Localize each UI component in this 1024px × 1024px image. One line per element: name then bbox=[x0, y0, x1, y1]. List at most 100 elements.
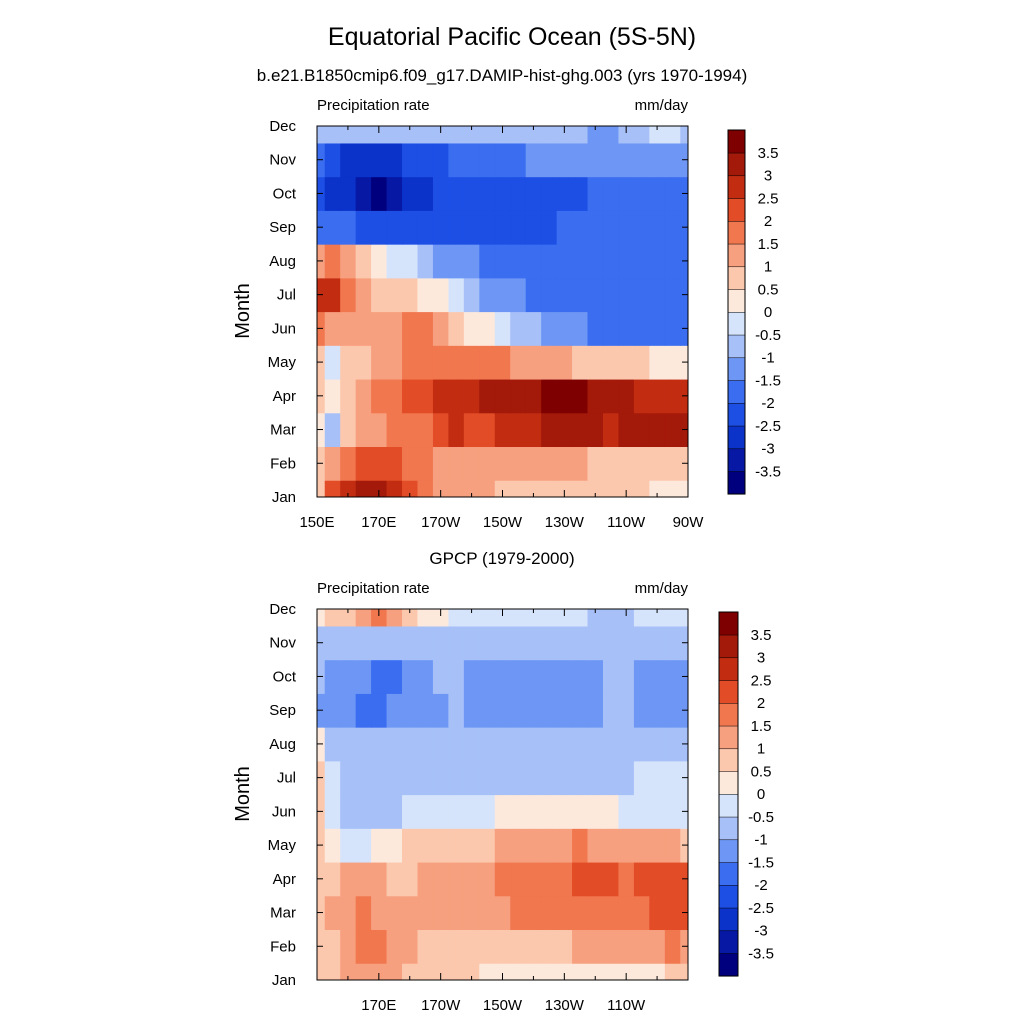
heatmap-cell bbox=[541, 929, 558, 964]
heatmap-cell bbox=[448, 963, 465, 980]
heatmap-cell bbox=[371, 828, 388, 863]
colorbar-label: 1 bbox=[757, 741, 765, 758]
heatmap-cell bbox=[402, 861, 419, 897]
heatmap-cell bbox=[448, 446, 465, 481]
heatmap-cell bbox=[494, 895, 511, 931]
heatmap-cell bbox=[649, 176, 666, 211]
colorbar-box bbox=[718, 816, 739, 841]
heatmap-cell bbox=[618, 609, 635, 627]
colorbar-label: 2.5 bbox=[751, 672, 772, 689]
heatmap-cell bbox=[664, 244, 681, 279]
heatmap-cell bbox=[525, 929, 542, 964]
heatmap-cell bbox=[649, 277, 666, 313]
heatmap-cell bbox=[371, 126, 388, 144]
heatmap-cell bbox=[448, 727, 465, 762]
heatmap-cell bbox=[463, 861, 480, 897]
heatmap-cell bbox=[479, 609, 496, 627]
heatmap-cell bbox=[448, 244, 465, 279]
x-tick-label: 170W bbox=[421, 514, 461, 531]
heatmap-cell bbox=[541, 609, 558, 627]
heatmap-cell bbox=[649, 446, 666, 481]
heatmap-cell bbox=[664, 142, 681, 178]
heatmap-cell bbox=[510, 727, 527, 762]
heatmap-cell bbox=[340, 311, 357, 346]
heatmap-cell bbox=[556, 693, 573, 728]
heatmap-cell bbox=[618, 412, 635, 448]
heatmap-cell bbox=[602, 126, 620, 144]
heatmap-cell bbox=[386, 929, 403, 964]
heatmap-cell bbox=[680, 609, 688, 627]
heatmap-cell bbox=[402, 142, 419, 178]
heatmap-cell bbox=[432, 244, 449, 279]
heatmap-cell bbox=[355, 378, 372, 414]
heatmap-cell bbox=[510, 828, 527, 863]
heatmap-cell bbox=[587, 828, 604, 863]
heatmap-cell bbox=[587, 625, 604, 661]
heatmap-cell bbox=[664, 210, 681, 245]
heatmap-cell bbox=[479, 244, 496, 279]
heatmap-cell bbox=[587, 446, 604, 481]
panel-subtitle: GPCP (1979-2000) bbox=[429, 549, 574, 568]
heatmap-cell bbox=[417, 625, 434, 661]
heatmap-cell bbox=[386, 345, 403, 380]
heatmap-cell bbox=[649, 659, 666, 694]
heatmap-cell bbox=[633, 277, 650, 313]
heatmap-cell bbox=[633, 176, 650, 211]
heatmap-cell bbox=[525, 244, 542, 279]
heatmap-cell bbox=[340, 929, 357, 964]
y-tick-label: Aug bbox=[269, 736, 296, 753]
heatmap-cell bbox=[402, 345, 419, 380]
heatmap-cell bbox=[355, 277, 372, 313]
heatmap-cell bbox=[324, 727, 341, 762]
heatmap-cell bbox=[602, 963, 620, 980]
heatmap-cell bbox=[402, 480, 419, 497]
heatmap-cell bbox=[556, 659, 573, 694]
heatmap-cell bbox=[417, 244, 434, 279]
y-tick-label: Jun bbox=[272, 803, 296, 820]
colorbar-label: 0 bbox=[757, 786, 765, 803]
heatmap-cell bbox=[572, 142, 589, 178]
heatmap-cell bbox=[649, 625, 666, 661]
heatmap-cell bbox=[402, 693, 419, 728]
heatmap-cell bbox=[463, 609, 480, 627]
heatmap-cell bbox=[664, 727, 681, 762]
heatmap-cell bbox=[587, 693, 604, 728]
heatmap-cell bbox=[355, 244, 372, 279]
heatmap-cell bbox=[494, 210, 511, 245]
heatmap-cell bbox=[525, 446, 542, 481]
heatmap-cell bbox=[463, 625, 480, 661]
heatmap-cell bbox=[494, 142, 511, 178]
heatmap-cell bbox=[556, 176, 573, 211]
heatmap-cell bbox=[649, 345, 666, 380]
heatmap-cell bbox=[386, 176, 403, 211]
heatmap-cell bbox=[324, 609, 341, 627]
heatmap-cell bbox=[324, 659, 341, 694]
heatmap-cell bbox=[432, 895, 449, 931]
heatmap-cell bbox=[340, 861, 357, 897]
heatmap-cell bbox=[633, 244, 650, 279]
heatmap-cell bbox=[510, 210, 527, 245]
heatmap-cell bbox=[417, 412, 434, 448]
heatmap-cell bbox=[479, 693, 496, 728]
y-tick-label: Dec bbox=[269, 601, 296, 618]
heatmap-cell bbox=[649, 126, 666, 144]
heatmap-cell bbox=[371, 277, 388, 313]
heatmap-cell bbox=[664, 861, 681, 897]
heatmap-cell bbox=[417, 378, 434, 414]
heatmap-cell bbox=[649, 378, 666, 414]
heatmap-cell bbox=[386, 693, 403, 728]
heatmap-cell bbox=[402, 794, 419, 829]
heatmap-cell bbox=[541, 794, 558, 829]
heatmap-cell bbox=[633, 609, 650, 627]
heatmap-cell bbox=[633, 929, 650, 964]
heatmap-cell bbox=[479, 378, 496, 414]
y-tick-label: Sep bbox=[269, 219, 296, 236]
heatmap-cell bbox=[448, 929, 465, 964]
heatmap-cell bbox=[618, 345, 635, 380]
heatmap-cell bbox=[355, 480, 372, 497]
heatmap-cell bbox=[479, 794, 496, 829]
heatmap-cell bbox=[664, 794, 681, 829]
heatmap-cell bbox=[432, 693, 449, 728]
colorbar-label: 3.5 bbox=[758, 145, 779, 162]
